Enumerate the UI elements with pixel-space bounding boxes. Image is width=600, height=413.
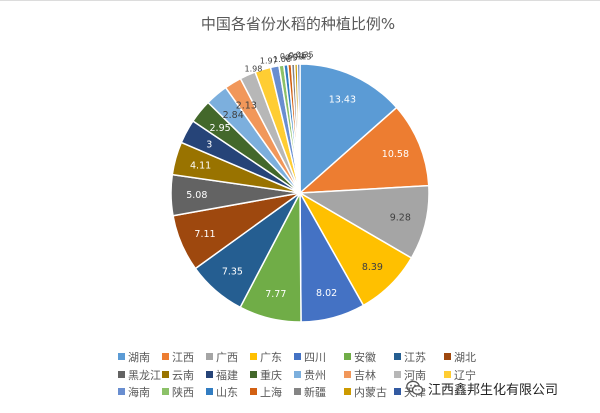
data-label: 0.45 — [289, 51, 307, 60]
legend-swatch — [206, 388, 213, 395]
legend-label: 安徽 — [354, 350, 376, 364]
data-label: 10.58 — [382, 149, 409, 160]
legend-label: 吉林 — [354, 368, 376, 382]
legend-label: 新疆 — [304, 385, 326, 399]
legend-swatch — [162, 371, 169, 378]
data-label: 7.35 — [222, 267, 243, 278]
legend-label: 海南 — [128, 385, 150, 399]
legend-swatch — [344, 388, 351, 395]
legend-swatch — [444, 371, 451, 378]
data-label: 0.4 — [293, 53, 306, 62]
pie-slice — [297, 106, 430, 194]
legend-label: 福建 — [216, 368, 238, 382]
legend-label: 重庆 — [260, 368, 282, 382]
data-labels: 13.43 10.58 9.28 8.39 8.02 7.77 7.35 7.11 5.08 4.… — [186, 51, 411, 300]
watermark: 江西鑫邦生化有限公司 — [406, 377, 558, 399]
chart-title: 中国各省份水稻的种植比例% — [201, 15, 395, 33]
legend-swatch — [394, 353, 401, 360]
pie-slice — [299, 63, 398, 195]
legend-swatch — [294, 388, 301, 395]
data-label: 4.11 — [190, 161, 211, 172]
watermark-text: 江西鑫邦生化有限公司 — [428, 382, 559, 398]
legend-swatch — [394, 371, 401, 378]
legend-swatch — [162, 353, 169, 360]
legend-label: 江西 — [172, 351, 194, 364]
legend-swatch — [162, 388, 169, 395]
legend-label: 陕西 — [172, 385, 194, 399]
legend-label: 湖南 — [128, 351, 150, 364]
data-label: 8.39 — [362, 262, 383, 273]
legend-label: 黑龙江 — [128, 369, 161, 382]
data-label: 1.06 — [273, 55, 291, 64]
data-label: 5.08 — [186, 190, 207, 201]
legend-label: 河南 — [404, 369, 426, 382]
legend-label: 江苏 — [404, 351, 426, 364]
data-label: 1.98 — [245, 64, 263, 73]
legend-label: 山东 — [216, 386, 238, 399]
data-label: 2.84 — [223, 110, 244, 121]
legend-swatch — [118, 371, 125, 378]
legend-label: 广西 — [216, 351, 238, 364]
data-label: 0.6 — [280, 52, 293, 61]
data-label: 7.11 — [194, 229, 215, 240]
data-label: 0.3 — [299, 53, 312, 62]
legend-swatch — [250, 371, 257, 378]
legend-swatch — [344, 353, 351, 360]
data-label: 0.5 — [285, 53, 298, 62]
legend-swatch — [444, 353, 451, 360]
legend-label: 湖北 — [454, 351, 476, 364]
legend-swatch — [206, 371, 213, 378]
data-label: 2.95 — [210, 123, 231, 134]
legend-swatch — [294, 353, 301, 360]
legend-label: 云南 — [172, 369, 194, 382]
legend-swatch — [118, 388, 125, 395]
data-label: 13.43 — [329, 94, 356, 105]
legend-swatch — [206, 353, 213, 360]
legend-swatch — [344, 371, 351, 378]
wechat-icon — [406, 380, 424, 395]
legend-label: 四川 — [304, 351, 326, 364]
legend-swatch — [250, 353, 257, 360]
data-label: 3 — [206, 139, 212, 150]
data-label: 1.97 — [260, 56, 278, 65]
legend-label: 广东 — [260, 351, 282, 364]
data-label: 9.28 — [390, 213, 411, 224]
pie-slices — [170, 63, 430, 323]
legend-swatch — [294, 371, 301, 378]
legend-label: 上海 — [260, 385, 282, 399]
legend-swatch — [250, 388, 257, 395]
data-label: 0.35 — [296, 51, 314, 60]
pie-slice — [296, 63, 301, 194]
legend-label: 辽宁 — [454, 368, 476, 382]
legend-label: 贵州 — [304, 369, 326, 382]
legend-swatch — [118, 353, 125, 360]
data-label: 7.77 — [265, 289, 286, 300]
legend-swatch — [394, 388, 401, 395]
legend-label: 内蒙古 — [354, 385, 387, 399]
data-label: 8.02 — [316, 288, 337, 299]
data-label: 2.13 — [236, 100, 257, 111]
